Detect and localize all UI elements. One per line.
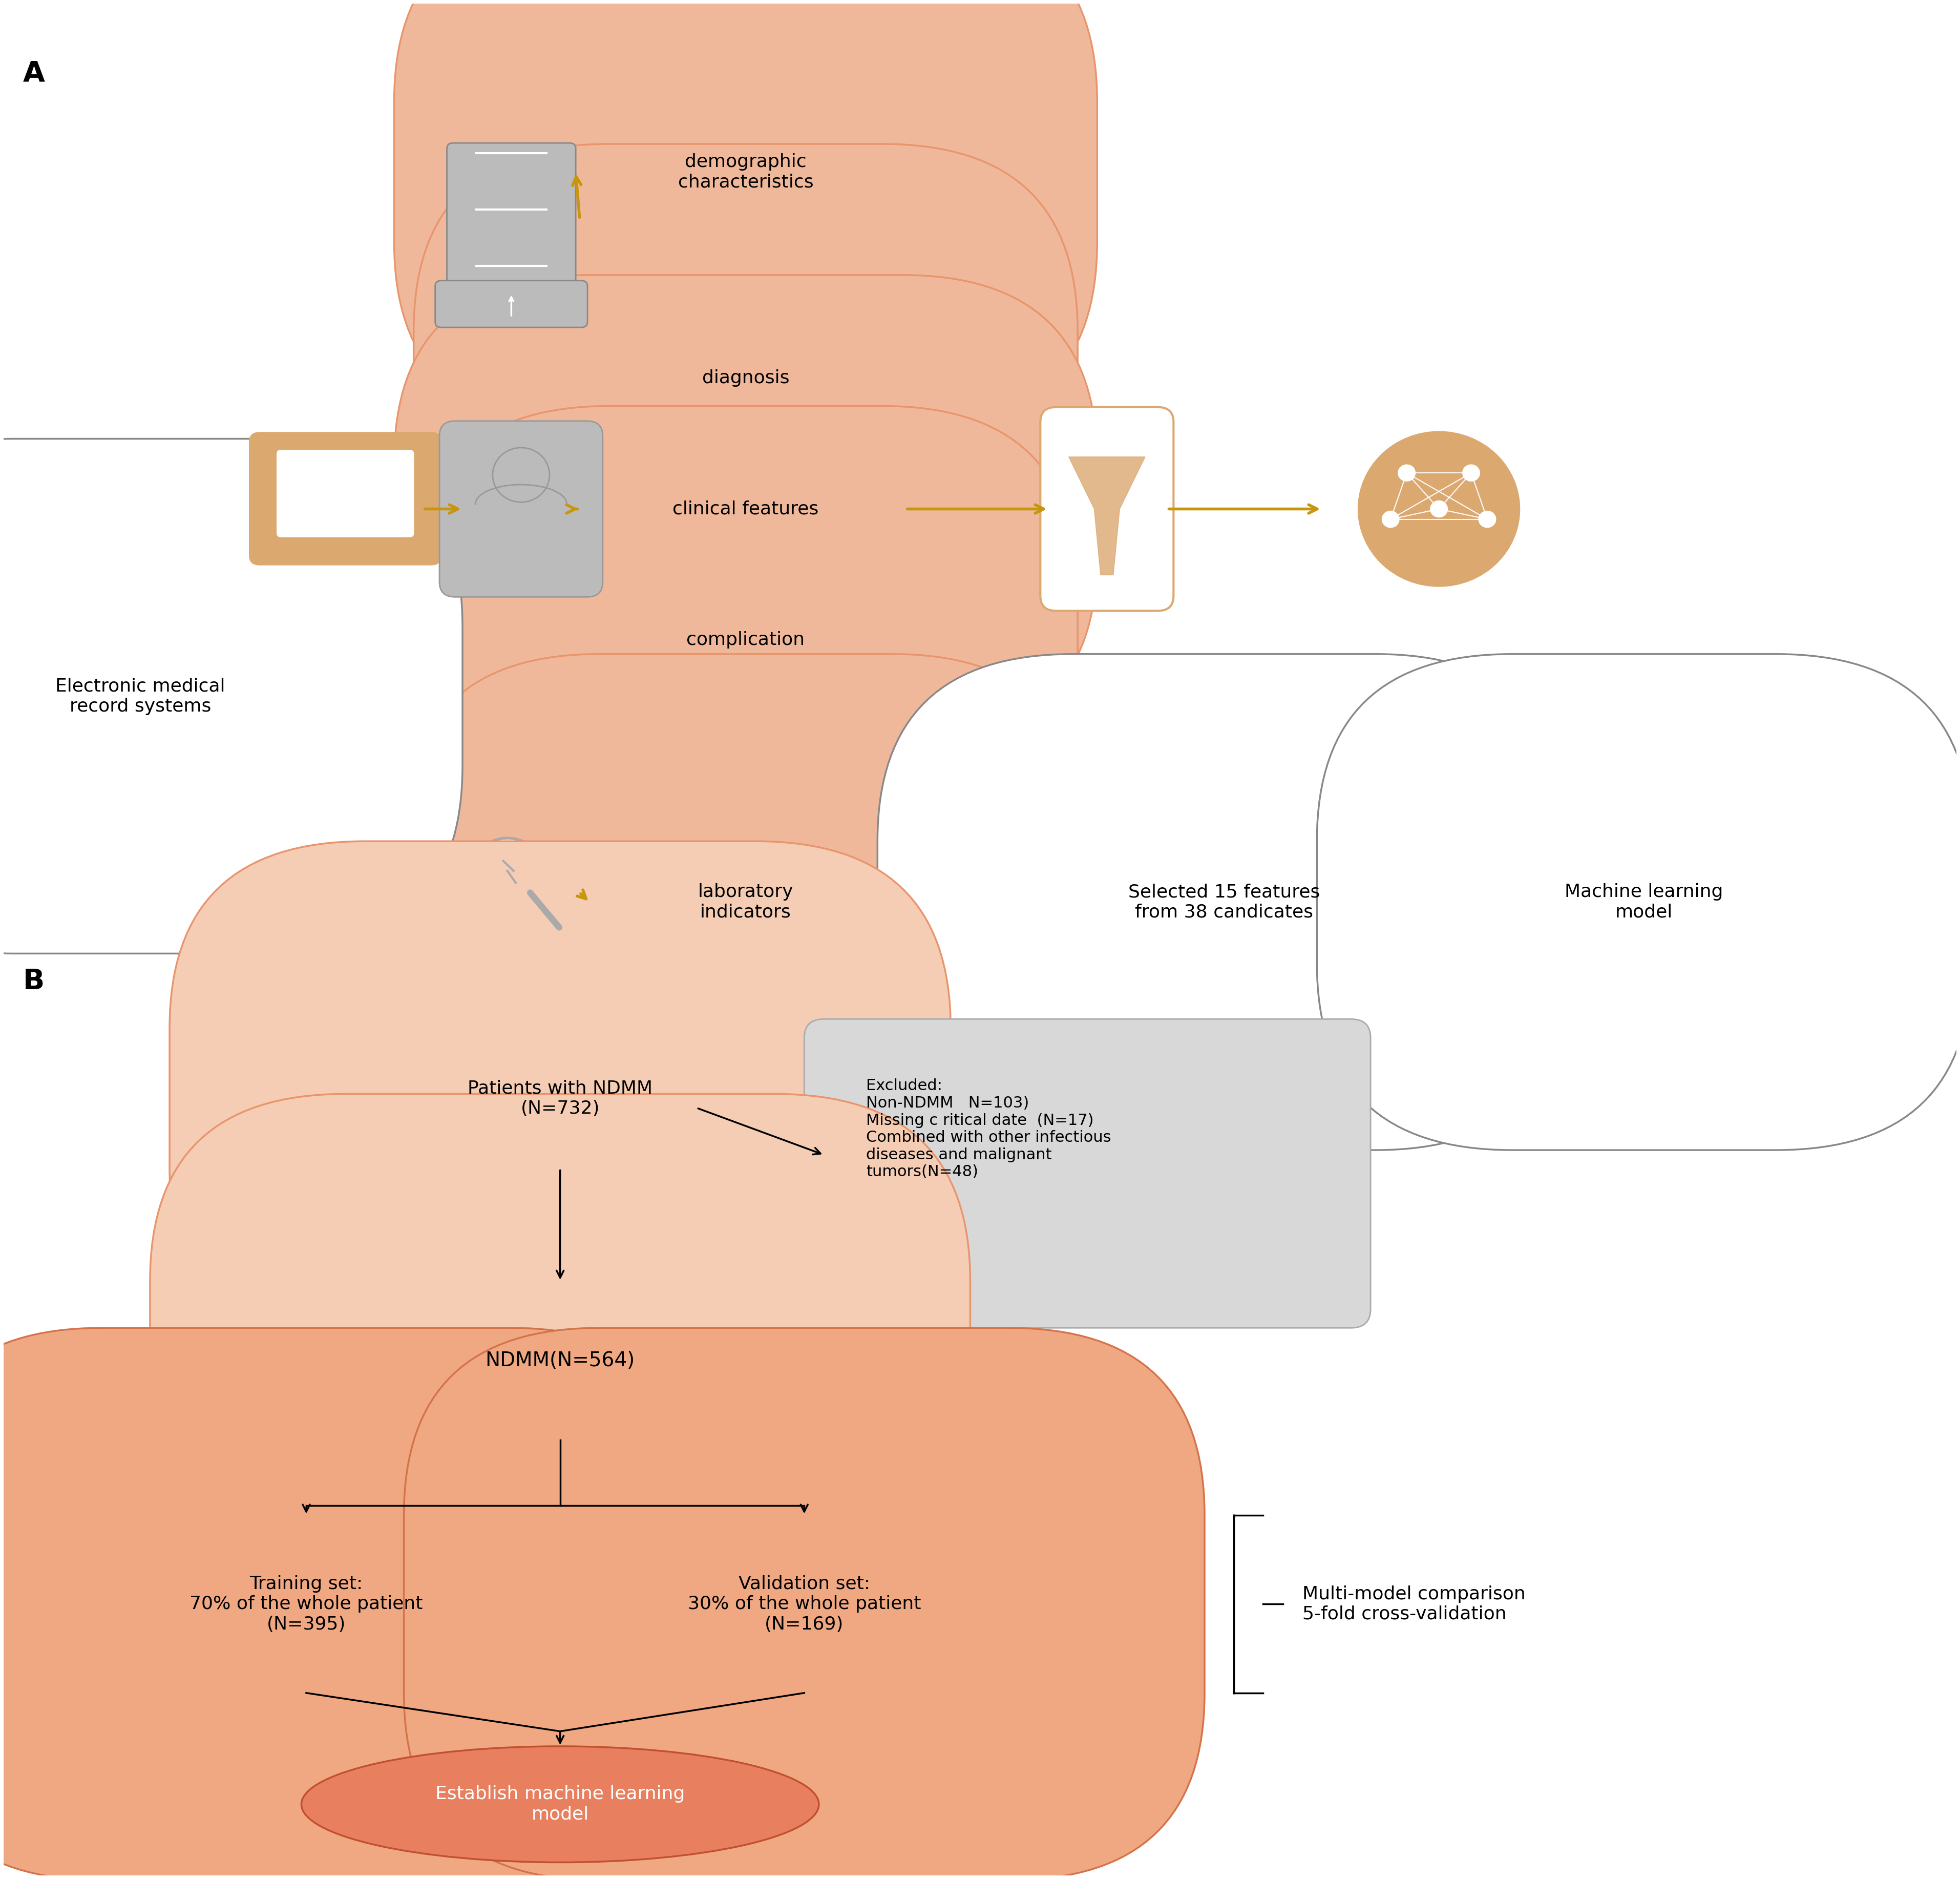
Circle shape [1462,464,1480,481]
Circle shape [1431,500,1448,517]
FancyBboxPatch shape [394,274,1098,742]
Text: complication: complication [686,631,806,648]
Text: Training set:
70% of the whole patient
(N=395): Training set: 70% of the whole patient (… [190,1575,423,1633]
Text: clinical features: clinical features [672,500,819,519]
Text: Validation set:
30% of the whole patient
(N=169): Validation set: 30% of the whole patient… [688,1575,921,1633]
Text: A: A [24,60,45,88]
FancyBboxPatch shape [447,143,576,295]
FancyBboxPatch shape [804,1018,1370,1328]
FancyBboxPatch shape [394,0,1098,430]
Text: Excluded:
Non-NDMM   N=103)
Missing c ritical date  (N=17)
Combined with other i: Excluded: Non-NDMM N=103) Missing c riti… [866,1079,1111,1180]
Text: demographic
characteristics: demographic characteristics [678,154,813,192]
Polygon shape [1068,457,1145,575]
FancyBboxPatch shape [414,145,1078,613]
Circle shape [470,838,543,908]
Text: laboratory
indicators: laboratory indicators [698,883,794,921]
Circle shape [1358,432,1519,586]
FancyBboxPatch shape [439,421,604,598]
FancyBboxPatch shape [878,654,1570,1150]
FancyBboxPatch shape [404,1328,1205,1879]
Circle shape [1397,464,1415,481]
Polygon shape [333,556,359,560]
FancyBboxPatch shape [404,654,1088,1150]
FancyBboxPatch shape [1317,654,1960,1150]
FancyBboxPatch shape [414,406,1078,874]
Ellipse shape [302,1746,819,1862]
Circle shape [492,447,549,502]
FancyBboxPatch shape [0,1328,708,1879]
FancyBboxPatch shape [171,842,951,1357]
Circle shape [1478,511,1495,528]
FancyBboxPatch shape [1041,408,1174,611]
Text: diagnosis: diagnosis [702,370,790,387]
Text: Selected 15 features
from 38 candicates: Selected 15 features from 38 candicates [1129,883,1319,921]
FancyBboxPatch shape [276,451,414,537]
Text: Multi-model comparison
5-fold cross-validation: Multi-model comparison 5-fold cross-vali… [1301,1586,1525,1623]
Text: Machine learning
model: Machine learning model [1564,883,1723,921]
Text: Establish machine learning
model: Establish machine learning model [435,1785,684,1823]
Text: NDMM(N=564): NDMM(N=564) [486,1351,635,1370]
Text: B: B [24,968,45,996]
Text: Electronic medical
record systems: Electronic medical record systems [55,676,225,714]
FancyBboxPatch shape [435,280,588,327]
FancyBboxPatch shape [249,432,441,566]
Circle shape [1382,511,1399,528]
FancyBboxPatch shape [151,1094,970,1627]
FancyBboxPatch shape [0,440,463,953]
Text: Patients with NDMM
(N=732): Patients with NDMM (N=732) [468,1080,653,1118]
